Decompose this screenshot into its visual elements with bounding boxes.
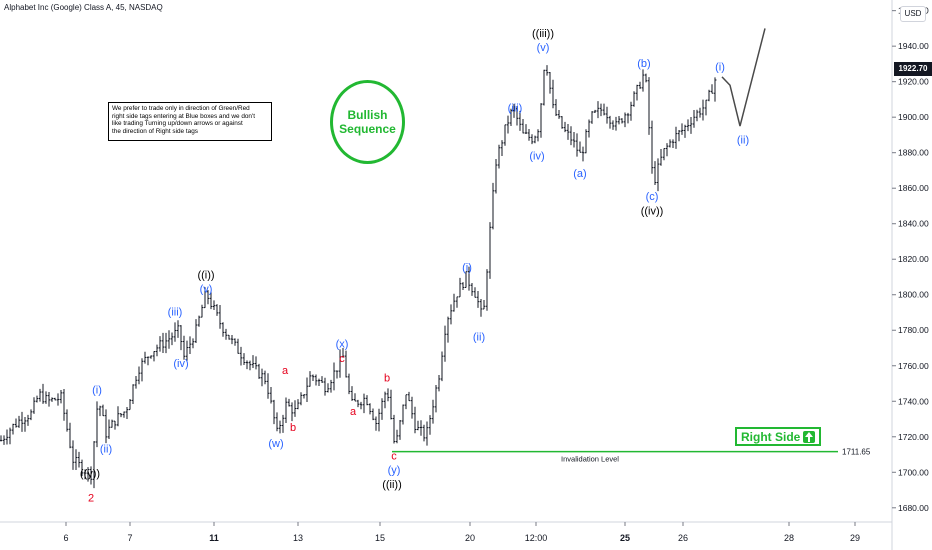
wave-label: c: [339, 353, 345, 365]
y-tick-label: 1840.00: [898, 219, 929, 229]
ohlc-bars: [0, 65, 717, 489]
wave-label: (iv): [529, 150, 544, 162]
bullish-line1: Bullish: [347, 108, 388, 122]
wave-label: ((iii)): [532, 28, 554, 40]
x-tick-label: 29: [850, 533, 860, 543]
y-tick-label: 1820.00: [898, 254, 929, 264]
x-axis-ticks: 6 7 11 13 15 20 12:00 25 26 28 29: [63, 522, 860, 543]
wave-label: b: [384, 372, 390, 384]
y-tick-label: 1920.00: [898, 77, 929, 87]
bullish-line2: Sequence: [339, 122, 396, 136]
wave-label: ((iv)): [641, 205, 664, 217]
x-tick-label: 7: [127, 533, 132, 543]
wave-label: ((ii)): [382, 479, 402, 491]
wave-label: (iii): [168, 307, 183, 319]
wave-label: (i): [462, 262, 472, 274]
note-line: like trading Turning up/down arrows or a…: [112, 120, 243, 128]
wave-label: (v): [537, 42, 550, 54]
x-tick-label: 28: [784, 533, 794, 543]
wave-label: (i): [715, 62, 725, 74]
note-line: right side tags entering at Blue boxes a…: [112, 112, 255, 120]
x-tick-label: 15: [375, 533, 385, 543]
x-tick-label: 11: [209, 533, 219, 543]
wave-label: (b): [637, 58, 650, 70]
chart-title: Alphabet Inc (Google) Class A, 45, NASDA…: [4, 3, 163, 12]
wave-label: ((i)): [197, 269, 214, 281]
invalidation-label: Invalidation Level: [561, 455, 619, 464]
wave-labels: ((y)) 2 (i) (ii) (iii) (iv) (v) ((i)) a b (w) c (x) a…: [80, 28, 749, 505]
wave-label: (iii): [508, 102, 523, 114]
invalidation-line: Invalidation Level 1711.65: [392, 448, 871, 464]
y-tick-label: 1880.00: [898, 148, 929, 158]
x-tick-label: 26: [678, 533, 688, 543]
y-tick-label: 1680.00: [898, 503, 929, 513]
x-tick-label: 6: [63, 533, 68, 543]
y-tick-label: 1800.00: [898, 290, 929, 300]
y-tick-label: 1900.00: [898, 112, 929, 122]
right-side-tag: Right Side: [735, 427, 822, 446]
y-tick-label: 1780.00: [898, 325, 929, 335]
wave-label: (i): [92, 385, 102, 397]
y-tick-label: 1720.00: [898, 432, 929, 442]
last-price-tag: 1922.70: [894, 62, 932, 76]
wave-label: (ii): [737, 134, 749, 146]
bullish-sequence-badge: Bullish Sequence: [330, 80, 405, 164]
wave-label: a: [350, 406, 357, 418]
y-tick-label: 1860.00: [898, 183, 929, 193]
wave-label: (ii): [473, 331, 485, 343]
wave-label: (x): [336, 339, 349, 351]
wave-label: ((y)): [80, 468, 100, 480]
right-side-label: Right Side: [741, 429, 801, 444]
note-line: the direction of Right side tags: [112, 127, 198, 135]
projection-line: [721, 28, 766, 127]
wave-label: (w): [268, 438, 283, 450]
x-tick-label: 20: [465, 533, 475, 543]
wave-label: (iv): [173, 358, 188, 370]
note-line: We prefer to trade only in direction of …: [112, 105, 250, 112]
wave-label: (y): [388, 465, 401, 477]
wave-label: 2: [88, 492, 94, 504]
y-tick-label: 1760.00: [898, 361, 929, 371]
wave-label: (v): [200, 284, 213, 296]
y-tick-label: 1940.00: [898, 41, 929, 51]
wave-label: a: [282, 365, 289, 377]
trading-note: We prefer to trade only in direction of …: [108, 102, 272, 141]
wave-label: b: [290, 422, 296, 434]
projection-path: [721, 28, 766, 127]
x-tick-label: 13: [293, 533, 303, 543]
y-axis-ticks: 1680.00 1700.00 1720.00 1740.00 1760.00 1780.…: [892, 6, 929, 513]
currency-badge[interactable]: USD: [900, 6, 926, 22]
wave-label: (a): [573, 168, 586, 180]
y-tick-label: 1740.00: [898, 396, 929, 406]
wave-label: (ii): [100, 443, 112, 455]
arrow-up-icon: [803, 430, 816, 443]
y-tick-label: 1700.00: [898, 467, 929, 477]
wave-label: (c): [646, 191, 659, 203]
x-tick-label: 12:00: [525, 533, 548, 543]
invalidation-price-label: 1711.65: [842, 448, 871, 457]
wave-label: c: [391, 450, 397, 462]
x-tick-label: 25: [620, 533, 630, 543]
